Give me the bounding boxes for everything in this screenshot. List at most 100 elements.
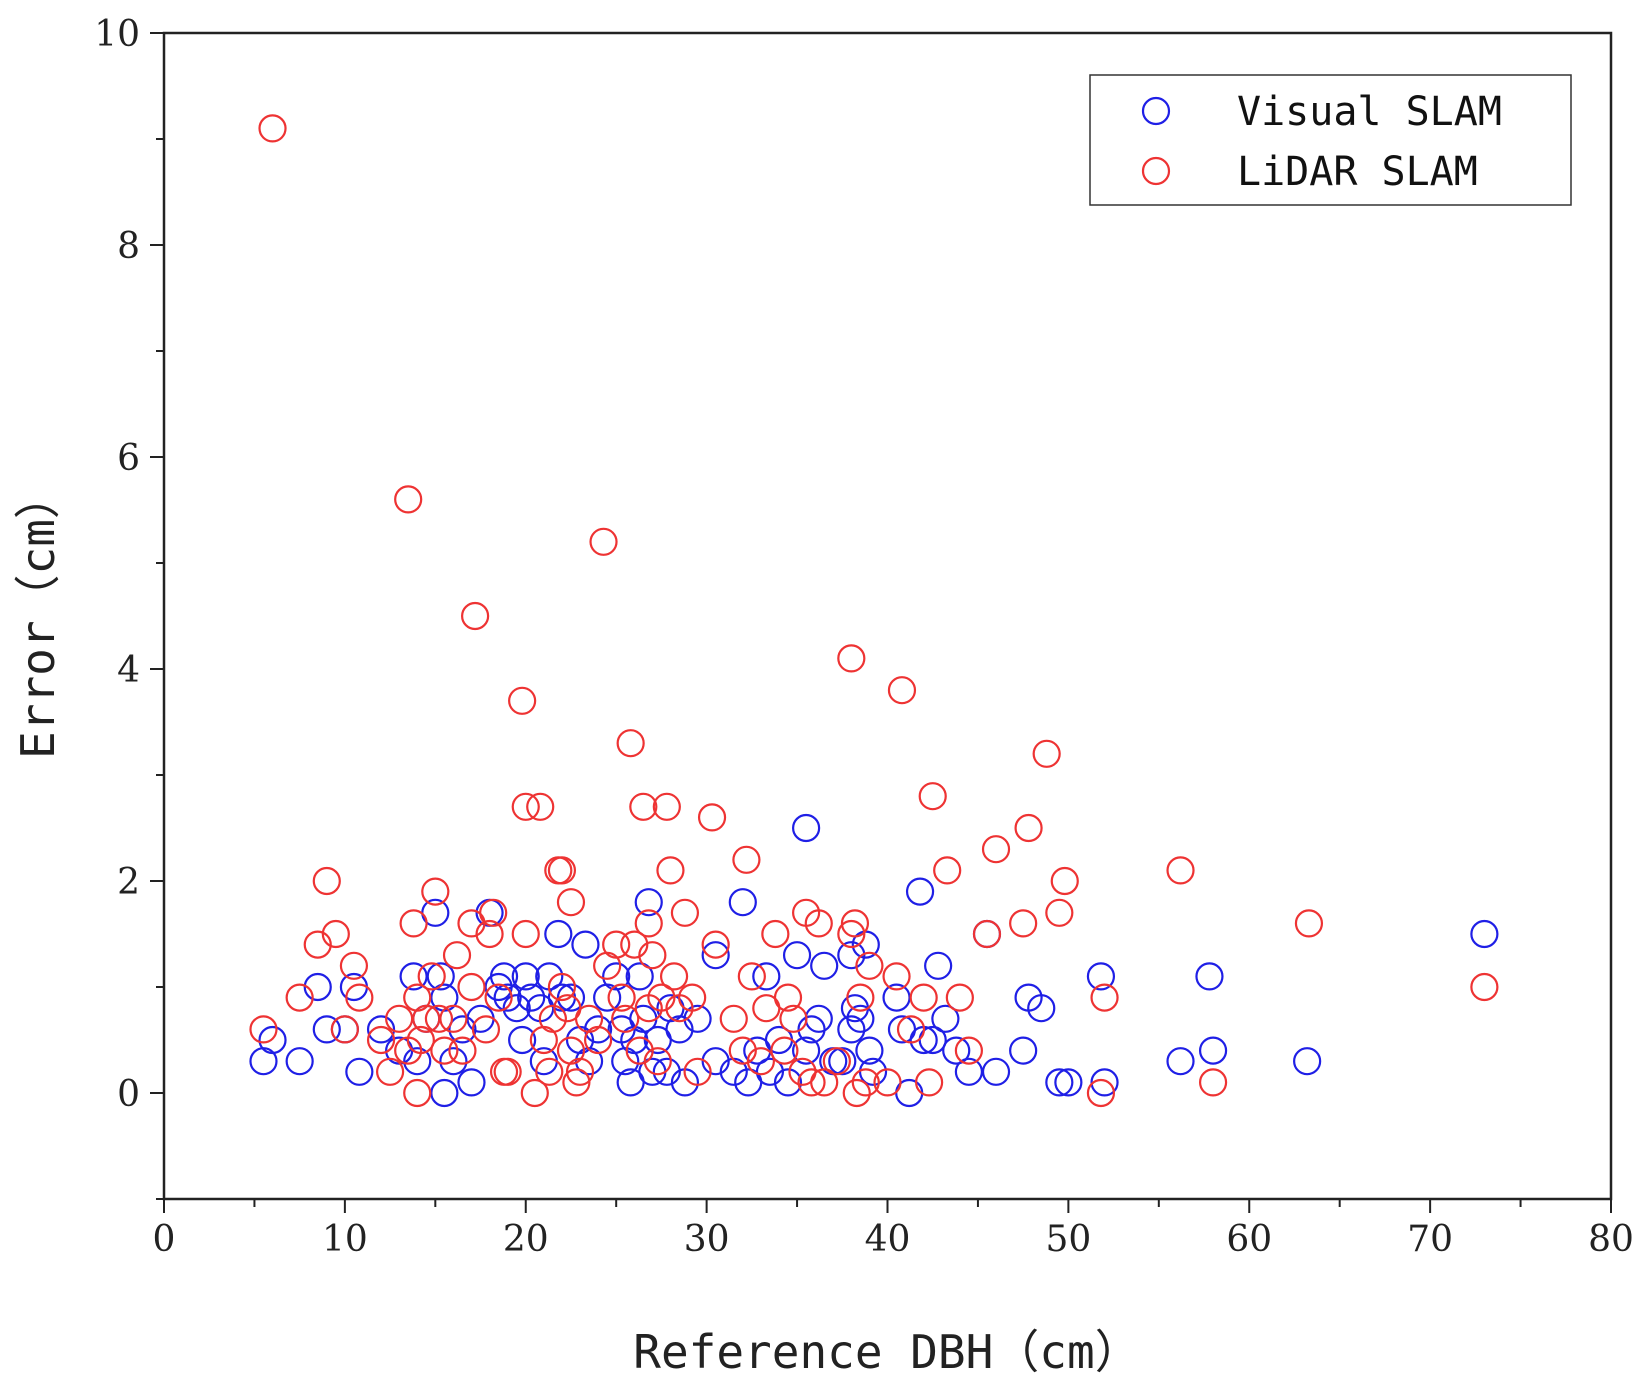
lidar-slam-point [981, 835, 1011, 864]
data-points [249, 114, 1499, 1108]
lidar-slam-point [394, 485, 423, 514]
lidar-slam-point [345, 983, 374, 1012]
visual-slam-point [782, 941, 812, 970]
visual-slam-point [1293, 1047, 1322, 1076]
lidar-slam-point [732, 845, 761, 874]
visual-slam-point [403, 1047, 432, 1076]
visual-slam-point [517, 983, 546, 1012]
lidar-slam-point [562, 1068, 591, 1097]
lidar-slam-point [538, 1004, 567, 1033]
visual-slam-point [1090, 1068, 1119, 1097]
lidar-slam-point [616, 729, 645, 758]
visual-slam-point [457, 1068, 486, 1097]
lidar-slam-point [797, 1068, 826, 1097]
y-tick-label: 6 [117, 438, 140, 479]
y-tick-label: 2 [117, 862, 140, 903]
lidar-slam-point [945, 983, 974, 1012]
lidar-slam-point [746, 1047, 775, 1076]
visual-slam-point [728, 888, 757, 917]
visual-slam-point [285, 1047, 314, 1076]
visual-slam-point [1027, 994, 1056, 1023]
legend-marker-visual-slam [1141, 96, 1171, 126]
lidar-slam-point [1166, 856, 1195, 885]
lidar-slam-point [442, 941, 472, 970]
legend-label-visual-slam: Visual SLAM [1237, 89, 1502, 135]
lidar-slam-point [421, 877, 450, 906]
lidar-slam-point [430, 1036, 459, 1065]
lidar-slam-point [625, 1036, 654, 1065]
lidar-slam-point [855, 951, 884, 980]
lidar-slam-point [837, 644, 866, 673]
visual-slam-point [701, 1047, 730, 1076]
visual-slam-point [755, 1057, 785, 1086]
lidar-slam-point [728, 1036, 757, 1065]
visual-slam-point [905, 877, 935, 906]
visual-slam-point [399, 962, 428, 991]
lidar-slam-point [589, 527, 618, 556]
lidar-slam-point [611, 1004, 640, 1033]
x-axis-ticks: 0 10 20 30 40 50 60 70 80 [153, 1199, 1634, 1260]
lidar-slam-point [873, 1068, 902, 1097]
y-axis-ticks: 0 2 4 6 8 10 [94, 14, 164, 1200]
visual-slam-point [792, 813, 821, 843]
lidar-slam-point [1470, 972, 1499, 1002]
lidar-slam-point [375, 1057, 405, 1086]
visual-slam-point [942, 1036, 971, 1065]
lidar-slam-point [457, 972, 486, 1002]
lidar-slam-point [656, 856, 685, 885]
visual-slam-point [1086, 962, 1116, 991]
lidar-slam-point [602, 930, 631, 959]
lidar-slam-point [439, 1004, 468, 1033]
lidar-slam-point [1050, 866, 1079, 896]
lidar-slam-point [822, 1047, 851, 1076]
y-tick-label: 8 [117, 226, 140, 267]
lidar-slam-point [701, 930, 730, 959]
lidar-slam-point [804, 909, 833, 938]
lidar-slam-point [424, 1004, 454, 1033]
visual-slam-point [602, 962, 631, 991]
lidar-slam-point [1009, 909, 1038, 938]
visual-slam-point [1009, 1036, 1038, 1065]
lidar-slam-point [659, 962, 689, 991]
visual-slam-point [303, 972, 332, 1002]
visual-slam-point [583, 1015, 613, 1044]
lidar-slam-point [1090, 983, 1119, 1012]
visual-slam-point [837, 941, 866, 970]
lidar-slam-point [933, 856, 962, 885]
lidar-slam-point [520, 1078, 549, 1108]
lidar-slam-point [652, 792, 681, 821]
lidar-slam-point [399, 909, 428, 938]
plot-area: 0 10 20 30 40 50 60 70 80 0 2 4 6 8 10 [94, 14, 1634, 1260]
lidar-slam-point [1032, 739, 1061, 768]
lidar-slam-point [773, 983, 803, 1012]
lidar-slam-point [330, 1015, 359, 1044]
visual-slam-point [489, 962, 519, 991]
visual-slam-point [855, 1036, 884, 1065]
visual-slam-point [571, 930, 600, 959]
lidar-slam-point [417, 962, 446, 991]
visual-slam-point [426, 962, 455, 991]
lidar-slam-point [629, 792, 658, 821]
lidar-slam-point [285, 983, 314, 1012]
lidar-slam-point [896, 1015, 926, 1044]
lidar-slam-point [634, 909, 663, 938]
lidar-slam-point [1086, 1078, 1116, 1108]
visual-slam-point [511, 962, 540, 991]
visual-slam-point [882, 983, 911, 1012]
legend-marker-lidar-slam [1141, 156, 1171, 186]
lidar-slam-point [678, 983, 707, 1012]
lidar-slam-point [412, 1004, 441, 1033]
lidar-slam-point [312, 866, 341, 896]
lidar-slam-point [366, 1025, 396, 1055]
visual-slam-point [312, 1015, 341, 1044]
lidar-slam-point [846, 983, 875, 1012]
visual-slam-point [493, 983, 522, 1012]
visual-slam-point [366, 1015, 396, 1044]
visual-slam-point [683, 1004, 712, 1033]
x-tick-label: 50 [1045, 1219, 1091, 1260]
lidar-slam-point [258, 114, 287, 143]
lidar-slam-point [484, 983, 513, 1012]
lidar-slam-point [882, 962, 911, 991]
visual-slam-point [701, 941, 730, 970]
